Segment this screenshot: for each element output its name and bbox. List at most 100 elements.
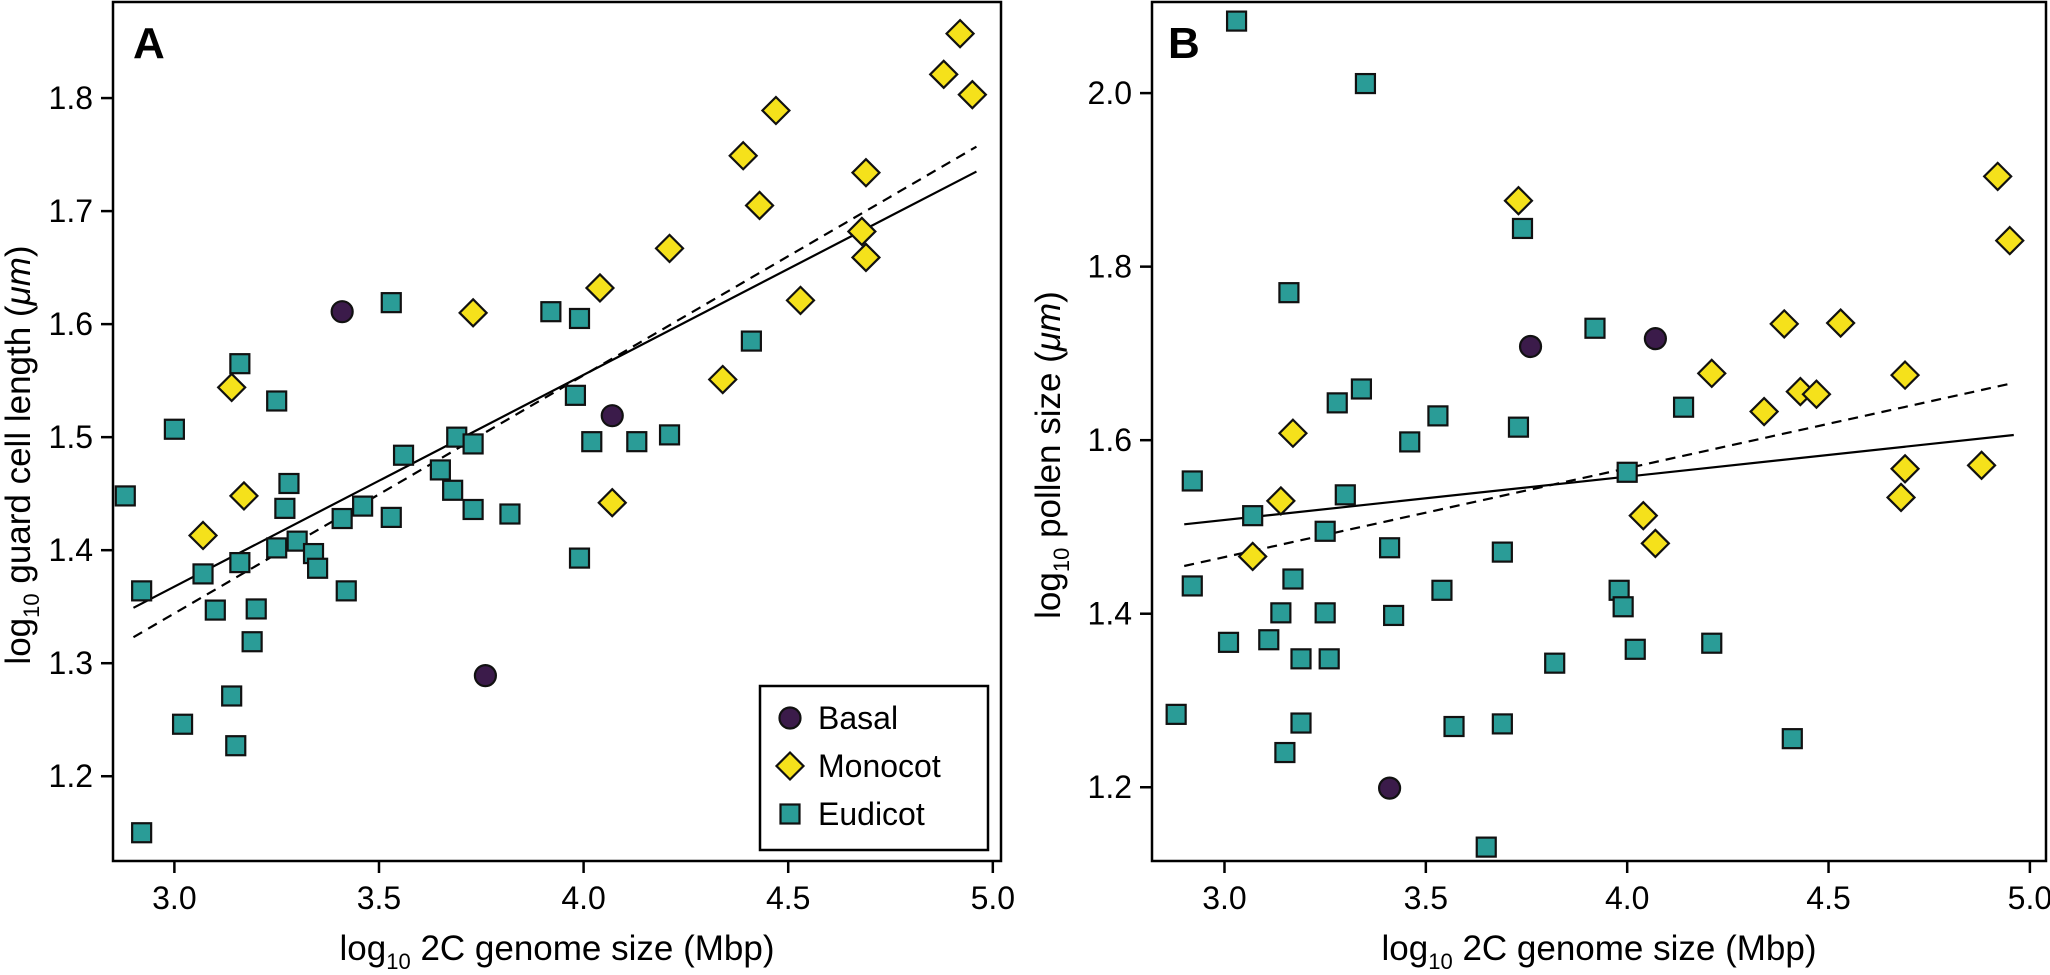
point-eudicot [1443,715,1465,738]
point-eudicot [307,557,329,579]
point-eudicot [626,431,648,453]
panel-b: 3.0 3.5 4.0 4.5 5.0 1.2 1.4 1.6 1.8 2.0 log10 2C g… [1029,0,2050,974]
point-eudicot [1431,579,1453,601]
point-eudicot [163,418,185,440]
point-eudicot [581,431,603,453]
point-monocot [216,372,247,403]
point-eudicot [331,507,353,530]
point-eudicot [1270,602,1292,624]
point-eudicot [462,498,484,521]
point-eudicot [1616,461,1638,483]
point-monocot [945,18,976,49]
plot-frame [1150,0,2048,863]
point-basal [473,664,497,688]
point-eudicot [114,485,136,507]
point-monocot [654,233,685,264]
point-monocot [458,297,489,328]
point-eudicot [499,503,521,525]
point-monocot [1801,379,1832,410]
point-eudicot [266,390,288,412]
x-axis-label: log10 2C genome size (Mbp) [340,929,775,974]
point-eudicot [1491,713,1513,735]
x-tick-label: 3.5 [1404,880,1448,916]
legend: Basal Monocot Eudicot [758,684,990,852]
point-monocot [228,480,260,511]
point-eudicot [1314,602,1336,624]
point-eudicot [229,552,251,574]
point-monocot [1503,185,1534,216]
y-tick-label: 2.0 [1088,75,1132,111]
panel-letter: B [1168,19,1200,68]
x-tick-label: 5.0 [971,880,1015,916]
point-eudicot [658,424,681,446]
y-axis-label: log10 guard cell length (μm) [0,245,44,664]
x-tick-label: 5.0 [2008,880,2050,916]
y-tick-label: 1.5 [49,419,93,455]
point-eudicot [1258,629,1280,651]
point-eudicot [540,301,562,323]
point-eudicot [1290,712,1312,734]
point-monocot [1749,396,1780,427]
point-eudicot [1781,728,1803,750]
y-tick-label: 1.4 [49,532,93,568]
x-axis-label: log10 2C genome size (Mbp) [1382,929,1817,974]
point-basal [600,404,624,428]
point-eudicot [1354,72,1377,95]
point-basal [330,300,354,324]
point-eudicot [1334,484,1356,506]
point-monocot [1966,450,1997,481]
point-monocot [928,59,959,90]
point-monocot [1982,161,2013,192]
point-eudicot [131,822,153,844]
point-monocot [1889,453,1921,484]
point-monocot [1696,358,1727,389]
x-tick-label: 3.0 [1202,880,1246,916]
point-monocot [1825,307,1856,339]
point-basal [1377,776,1402,800]
plot-frame [111,0,1003,863]
point-eudicot [1314,520,1336,542]
point-eudicot [1491,541,1513,563]
panel-a: 3.0 3.5 4.0 4.5 5.0 1.2 1.3 1.4 1.5 1.6 1.7 1.8 log1… [0,0,1015,974]
legend-label-basal: Basal [818,700,898,736]
y-tick-label: 1.4 [1088,596,1132,632]
point-monocot [728,140,759,171]
point-eudicot [204,599,226,621]
point-basal [1643,327,1667,351]
point-monocot [1640,528,1671,559]
legend-marker-eudicot [779,803,801,825]
point-eudicot [229,353,251,375]
point-monocot [187,520,219,551]
legend-marker-basal [778,706,802,730]
point-monocot [957,79,988,110]
point-eudicot [1701,632,1723,654]
x-tick-label: 3.0 [152,880,196,916]
point-monocot [1277,418,1309,449]
point-eudicot [1165,703,1187,725]
point-eudicot [286,530,308,552]
point-eudicot [171,713,194,735]
point-eudicot [1378,537,1401,559]
fit-line-solid [132,170,977,609]
point-eudicot [1584,317,1606,339]
point-eudicot [1544,652,1566,674]
point-eudicot [1427,405,1449,427]
point-eudicot [241,631,263,653]
fit-line-dashed [1183,381,2015,568]
point-monocot [1265,485,1296,516]
point-eudicot [1326,392,1348,414]
y-tick-label: 1.8 [1088,249,1132,285]
point-eudicot [568,547,591,569]
point-eudicot [1181,470,1203,492]
point-eudicot [1225,10,1248,32]
point-monocot [597,487,628,518]
point-eudicot [1217,631,1240,653]
point-eudicot [1672,396,1695,418]
point-eudicot [380,506,402,528]
point-eudicot [429,459,451,481]
x-tick-label: 4.0 [1605,880,1649,916]
panel-letter: A [133,19,165,68]
legend-label-eudicot: Eudicot [818,796,925,832]
x-tick-label: 4.5 [1806,880,1850,916]
point-eudicot [392,444,415,466]
